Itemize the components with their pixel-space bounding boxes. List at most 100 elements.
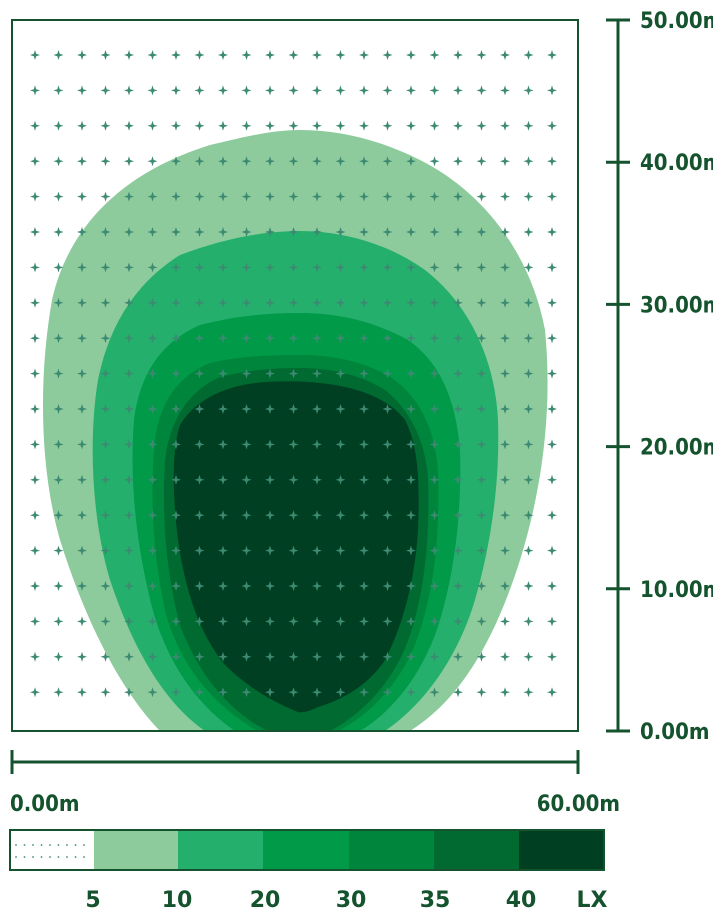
sparkle-icon bbox=[241, 333, 252, 344]
legend-label-5: 5 bbox=[85, 888, 100, 912]
sparkle-icon bbox=[124, 368, 134, 379]
sparkle-icon bbox=[171, 545, 181, 556]
legend-dot bbox=[66, 856, 68, 858]
sparkle-icon bbox=[147, 368, 158, 379]
legend-dot bbox=[49, 856, 51, 858]
sparkle-icon bbox=[124, 510, 134, 521]
sparkle-icon bbox=[147, 474, 158, 485]
sparkle-icon bbox=[147, 85, 158, 96]
sparkle-icon bbox=[265, 616, 275, 627]
sparkle-icon bbox=[124, 262, 134, 273]
sparkle-icon bbox=[523, 262, 534, 273]
sparkle-icon bbox=[359, 616, 369, 627]
sparkle-icon bbox=[429, 616, 440, 627]
sparkle-icon bbox=[30, 227, 40, 237]
sparkle-icon bbox=[523, 85, 534, 96]
sparkle-icon bbox=[288, 404, 299, 414]
sparkle-icon bbox=[500, 227, 510, 237]
sparkle-icon bbox=[171, 651, 181, 662]
y-axis: 0.00m 10.00m 20.00m 30.00m 40.00m 50.00m bbox=[606, 9, 713, 745]
sparkle-icon bbox=[218, 120, 228, 131]
sparkle-icon bbox=[382, 191, 393, 202]
contour-bands bbox=[42, 130, 548, 731]
sparkle-icon bbox=[288, 581, 299, 591]
sparkle-icon bbox=[476, 368, 487, 379]
sparkle-icon bbox=[194, 333, 205, 344]
sparkle-icon bbox=[429, 227, 440, 237]
sparkle-icon bbox=[265, 474, 275, 485]
legend-dot bbox=[23, 856, 26, 858]
legend-swatch-5-10 bbox=[94, 830, 178, 870]
sparkle-icon bbox=[194, 687, 205, 698]
sparkle-icon bbox=[359, 333, 369, 344]
sparkle-icon bbox=[194, 85, 205, 96]
sparkle-icon bbox=[359, 156, 369, 167]
sparkle-icon bbox=[147, 262, 158, 273]
sparkle-icon bbox=[124, 439, 134, 450]
sparkle-icon bbox=[312, 85, 322, 96]
sparkle-icon bbox=[500, 545, 510, 556]
sparkle-icon bbox=[429, 262, 440, 273]
sparkle-icon bbox=[359, 50, 369, 60]
legend-dot bbox=[23, 844, 26, 846]
sparkle-icon bbox=[171, 297, 181, 308]
sparkle-icon bbox=[265, 404, 275, 414]
sparkle-icon bbox=[124, 85, 134, 96]
sparkle-icon bbox=[335, 333, 346, 344]
sparkle-icon bbox=[241, 368, 252, 379]
sparkle-icon bbox=[147, 404, 158, 414]
legend-swatch-below-5 bbox=[10, 830, 94, 870]
sparkle-icon bbox=[53, 191, 64, 202]
sparkle-icon bbox=[335, 687, 346, 698]
sparkle-icon bbox=[429, 297, 440, 308]
sparkle-icon bbox=[359, 297, 369, 308]
sparkle-icon bbox=[312, 545, 322, 556]
sparkle-icon bbox=[218, 651, 228, 662]
sparkle-icon bbox=[476, 581, 487, 591]
sparkle-icon bbox=[265, 510, 275, 521]
sparkle-icon bbox=[100, 333, 111, 344]
sparkle-icon bbox=[335, 616, 346, 627]
sparkle-icon bbox=[218, 156, 228, 167]
sparkle-icon bbox=[147, 227, 158, 237]
sparkle-icon bbox=[335, 156, 346, 167]
legend-swatch-20-30 bbox=[263, 830, 349, 870]
sparkle-icon bbox=[124, 687, 134, 698]
legend-border bbox=[9, 829, 605, 871]
sparkle-icon bbox=[476, 545, 487, 556]
sparkle-icon bbox=[500, 581, 510, 591]
sparkle-icon bbox=[30, 368, 40, 379]
sparkle-icon bbox=[429, 156, 440, 167]
sparkle-icon bbox=[312, 120, 322, 131]
plot-border bbox=[11, 19, 579, 732]
sparkle-icon bbox=[288, 510, 299, 521]
sparkle-icon bbox=[288, 85, 299, 96]
sparkle-icon bbox=[265, 545, 275, 556]
sparkle-icon bbox=[312, 191, 322, 202]
sparkle-icon bbox=[453, 120, 463, 131]
sparkle-icon bbox=[218, 510, 228, 521]
sparkle-icon bbox=[194, 368, 205, 379]
sparkle-icon bbox=[547, 191, 557, 202]
sparkle-icon bbox=[171, 439, 181, 450]
sparkle-icon bbox=[382, 545, 393, 556]
sparkle-icon bbox=[124, 545, 134, 556]
sparkle-icon bbox=[77, 368, 87, 379]
sparkle-icon bbox=[194, 651, 205, 662]
sparkle-icon bbox=[77, 545, 87, 556]
sparkle-icon bbox=[171, 120, 181, 131]
sparkle-icon bbox=[453, 616, 463, 627]
sparkle-icon bbox=[241, 510, 252, 521]
sparkle-icon bbox=[312, 156, 322, 167]
x-axis-max-label: 60.00m bbox=[537, 792, 620, 817]
sparkle-icon bbox=[241, 581, 252, 591]
sparkle-icon bbox=[124, 474, 134, 485]
sparkle-icon bbox=[218, 227, 228, 237]
sparkle-icon bbox=[241, 85, 252, 96]
sparkle-icon bbox=[124, 50, 134, 60]
sparkle-icon bbox=[453, 545, 463, 556]
sparkle-icon bbox=[30, 545, 40, 556]
legend-dot bbox=[83, 856, 85, 858]
legend-dots bbox=[15, 844, 85, 858]
legend-dot bbox=[32, 856, 34, 858]
